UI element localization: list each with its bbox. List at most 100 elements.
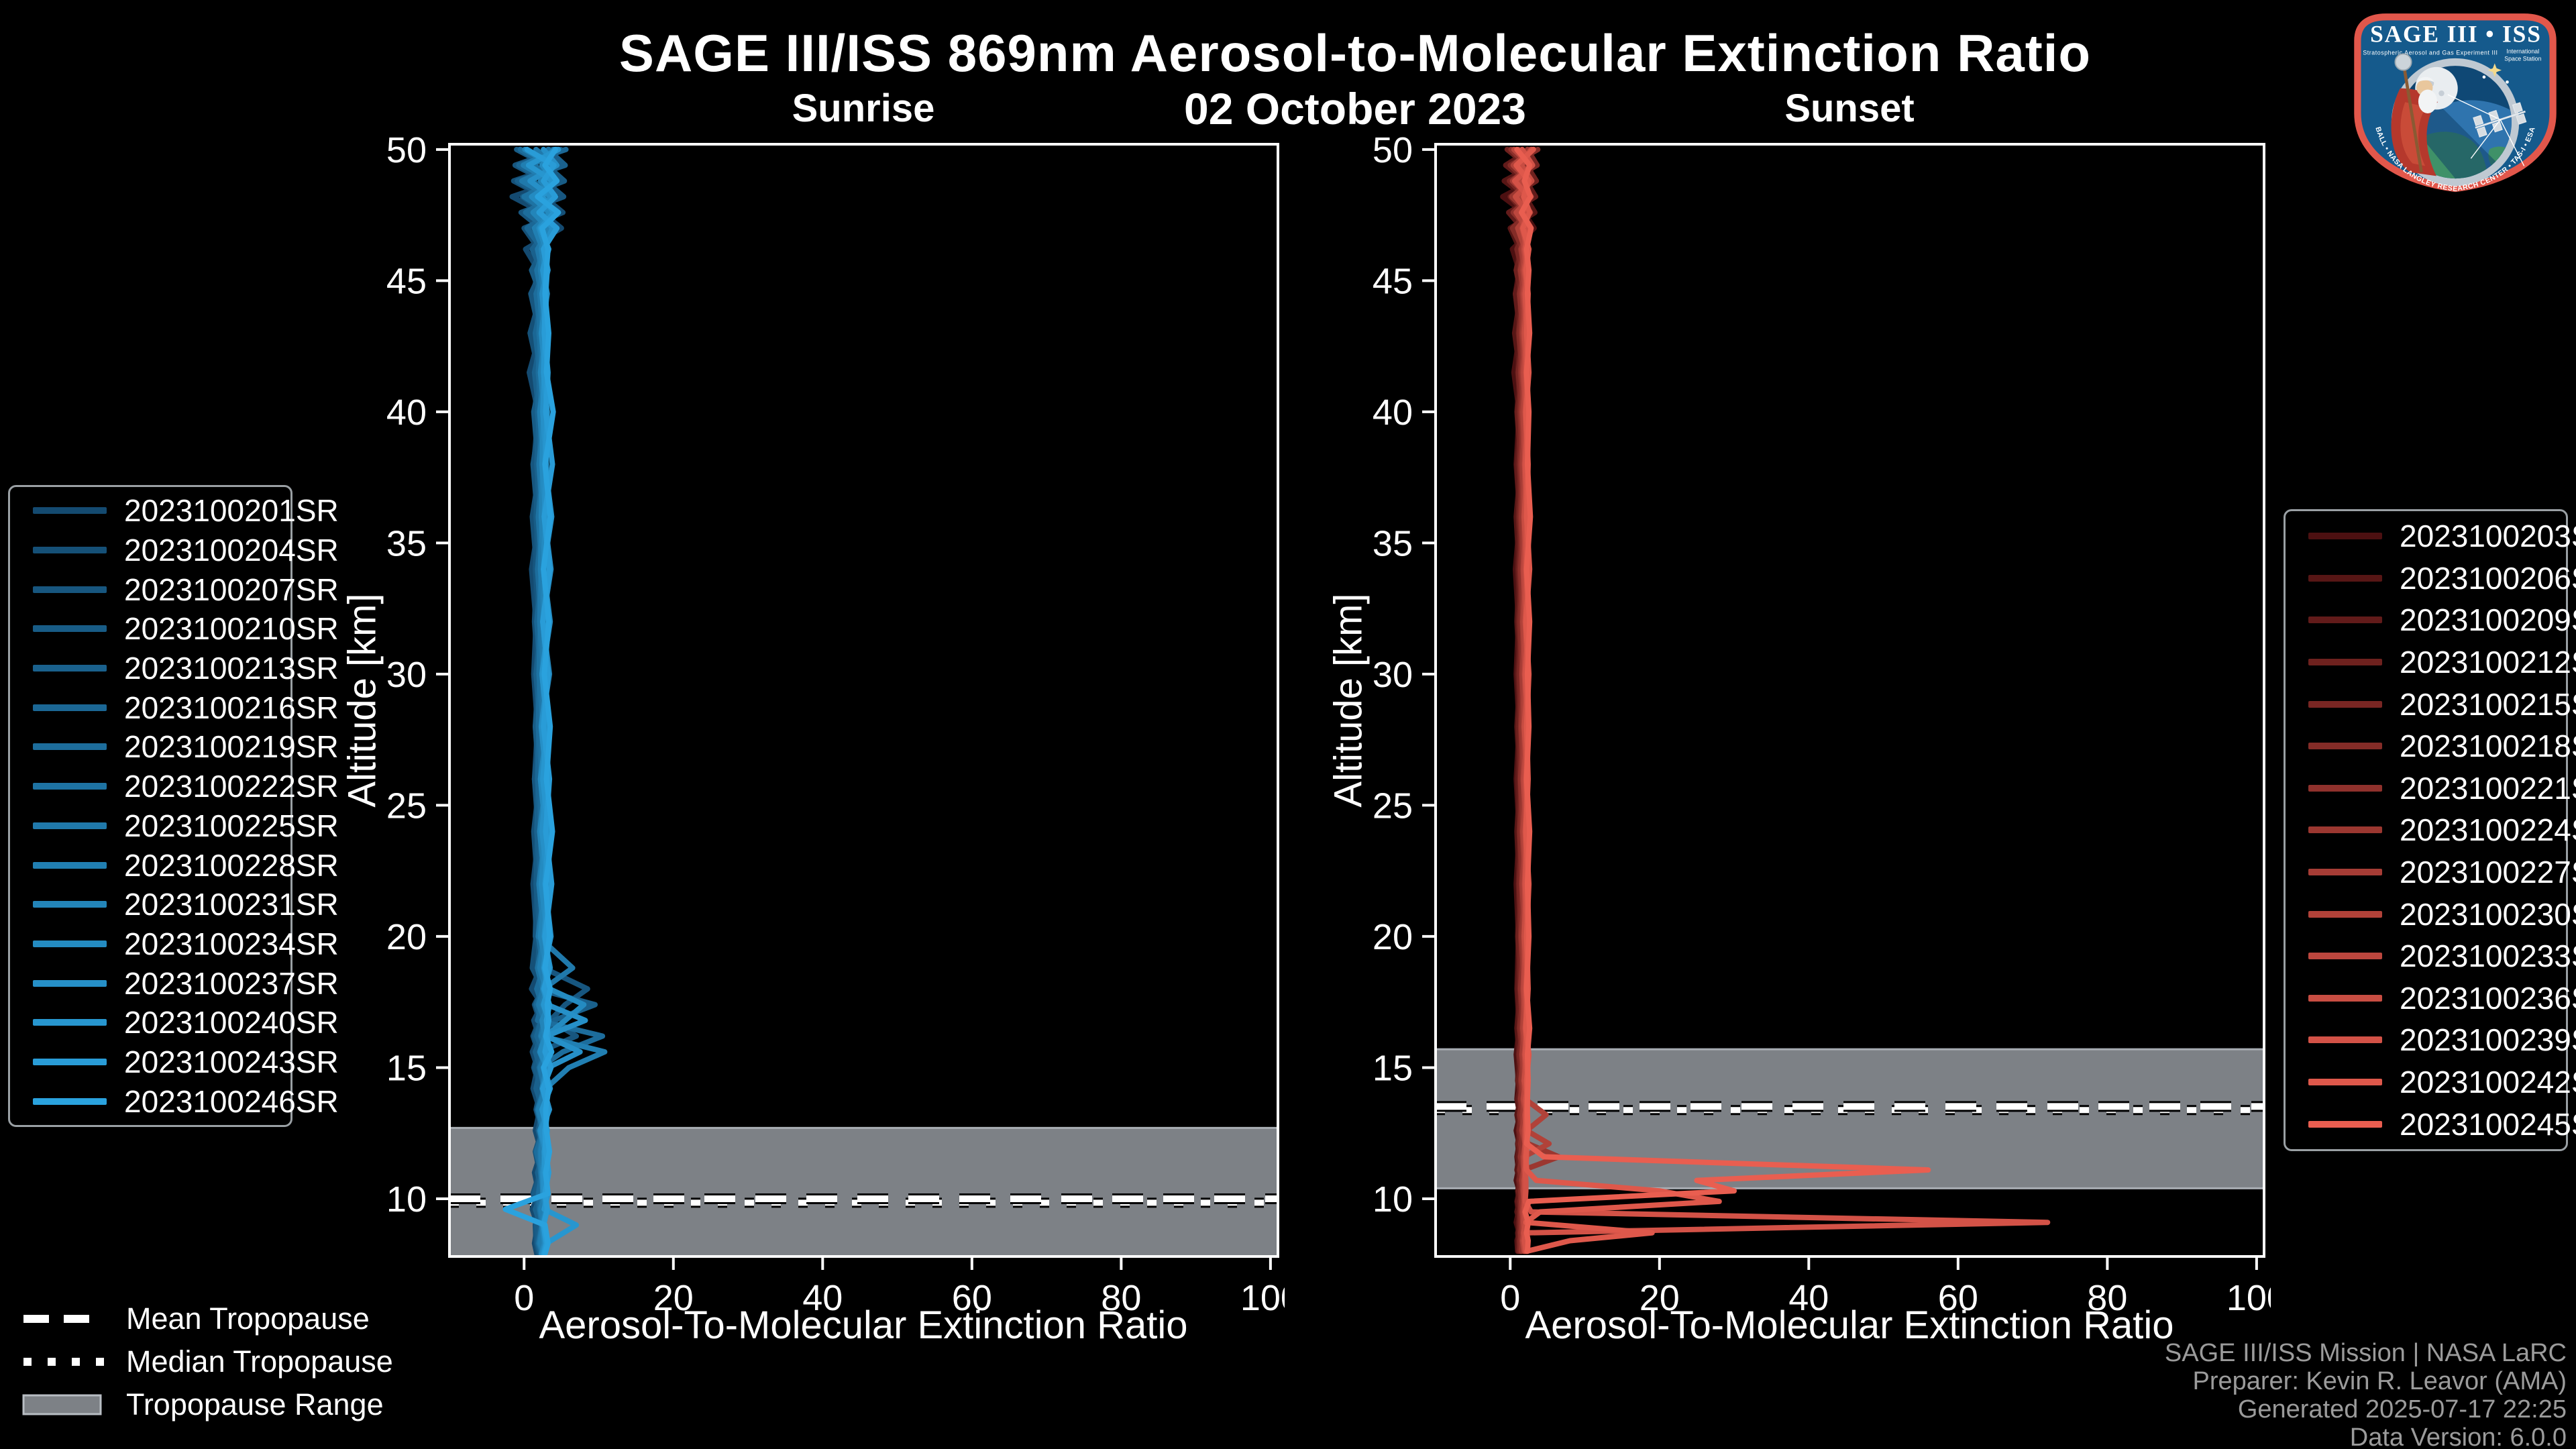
profile-line-2023100245SS: [1514, 146, 1931, 1254]
panel-title-sunset: Sunset: [1784, 87, 1915, 130]
profile-line-2023100246SR: [502, 146, 561, 1256]
star-icon: [2506, 80, 2509, 84]
y-tick-label: 25: [386, 786, 427, 826]
legend-item: 2023100222SR: [10, 768, 339, 804]
legend-label: 2023100242SS: [2400, 1065, 2576, 1100]
y-tick-label: 10: [386, 1179, 427, 1220]
legend-label: 2023100207SR: [124, 572, 339, 607]
legend-label: 2023100243SR: [124, 1044, 339, 1079]
star-icon: [2487, 63, 2502, 77]
y-tick-label: 45: [386, 261, 427, 301]
tropopause-legend: Mean Tropopause Median Tropopause Tropop…: [20, 1300, 393, 1424]
legend-label: 2023100239SS: [2400, 1022, 2576, 1058]
legend-mean-tropopause: Mean Tropopause: [20, 1300, 393, 1338]
dashed-line-icon: [23, 1315, 104, 1323]
range-swatch-icon: [22, 1394, 102, 1415]
y-tick-label: 15: [1373, 1048, 1413, 1088]
legend-swatch: [33, 783, 107, 790]
star-icon: [2482, 75, 2486, 79]
y-tick-label: 30: [1373, 655, 1413, 695]
legend-label: 2023100222SR: [124, 769, 339, 804]
x-tick-label: 100: [2226, 1278, 2271, 1318]
legend-item: 2023100207SR: [10, 572, 339, 608]
legend-label: 2023100201SR: [124, 493, 339, 529]
y-tick-label: 25: [1373, 786, 1413, 826]
legend-swatch: [2308, 659, 2382, 666]
legend-item: 2023100245SS: [2286, 1106, 2576, 1142]
legend-item: 2023100212SS: [2286, 644, 2576, 680]
legend-item: 2023100227SS: [2286, 854, 2576, 890]
panel-title-sunrise: Sunrise: [792, 87, 935, 130]
page-title: SAGE III/ISS 869nm Aerosol-to-Molecular …: [619, 23, 2092, 83]
legend-swatch: [2308, 1079, 2382, 1086]
legend-item: 2023100233SS: [2286, 938, 2576, 974]
legend-swatch: [33, 901, 107, 908]
legend-label: 2023100228SR: [124, 847, 339, 883]
legend-swatch: [2308, 533, 2382, 540]
legend-swatch: [33, 940, 107, 947]
legend-item: 2023100231SR: [10, 886, 339, 922]
x-tick-label: 80: [2087, 1278, 2127, 1318]
legend-label: 2023100233SS: [2400, 938, 2576, 974]
patch-subtitle-right-2: Space Station: [2504, 56, 2541, 62]
xlabel-sunrise: Aerosol-To-Molecular Extinction Ratio: [539, 1303, 1188, 1347]
y-tick-label: 50: [386, 130, 427, 170]
legend-label: 2023100224SS: [2400, 812, 2576, 848]
legend-item: 2023100210SR: [10, 610, 339, 647]
panel-svg-sunrise: 0 20 40 60 80 100 10 15 20 25 30 35 40 45 50: [386, 130, 1285, 1318]
sight-line: [2447, 94, 2501, 120]
legend-swatch: [33, 704, 107, 711]
x-tick-label: 20: [1640, 1278, 1680, 1318]
legend-label: 2023100219SR: [124, 729, 339, 765]
legend-item: 2023100240SR: [10, 1004, 339, 1040]
xlabel-sunset: Aerosol-To-Molecular Extinction Ratio: [1525, 1303, 2174, 1347]
legend-label: 2023100206SS: [2400, 560, 2576, 596]
legend-swatch: [33, 822, 107, 829]
legend-swatch: [2308, 994, 2382, 1002]
legend-swatch: [2308, 910, 2382, 918]
x-tick-label: 40: [802, 1278, 843, 1318]
legend-swatch: [33, 1019, 107, 1026]
y-tick-label: 40: [386, 392, 427, 433]
y-tick-label: 30: [386, 655, 427, 695]
y-tick-label: 35: [1373, 523, 1413, 564]
x-tick-label: 60: [952, 1278, 992, 1318]
mission-patch-logo: SAGE III • ISS Stratospheric Aerosol and…: [2354, 13, 2557, 193]
legend-sunset: 2023100203SS 2023100206SS 2023100209SS 2023…: [2284, 509, 2576, 1151]
legend-swatch: [2308, 616, 2382, 624]
legend-label: 2023100234SR: [124, 926, 339, 961]
x-tick-label: 80: [1101, 1278, 1141, 1318]
x-tick-label: 20: [653, 1278, 694, 1318]
footer-line-preparer: Preparer: Kevin R. Leavor (AMA): [2192, 1367, 2567, 1395]
legend-swatch: [33, 743, 107, 751]
legend-label: 2023100204SR: [124, 533, 339, 568]
legend-label: 2023100216SR: [124, 690, 339, 725]
y-tick-label: 50: [1373, 130, 1413, 170]
legend-swatch: [33, 665, 107, 672]
legend-item: 2023100221SS: [2286, 770, 2576, 806]
legend-swatch: [33, 1097, 107, 1105]
profile-line-2023100213SR: [515, 146, 598, 1256]
legend-label: 2023100245SS: [2400, 1106, 2576, 1142]
legend-swatch: [2308, 826, 2382, 834]
legend-label: 2023100203SS: [2400, 519, 2576, 554]
legend-median-tropopause: Median Tropopause: [20, 1343, 393, 1381]
footer-line-mission: SAGE III/ISS Mission | NASA LaRC: [2164, 1339, 2567, 1367]
legend-item: 2023100234SR: [10, 926, 339, 962]
legend-swatch: [2308, 1036, 2382, 1044]
panel-svg-sunset: 0 20 40 60 80 100 10 15 20 25 30 35 40 45 50: [1373, 130, 2271, 1318]
legend-label: 2023100230SS: [2400, 896, 2576, 932]
legend-label: 2023100240SR: [124, 1005, 339, 1040]
y-tick-label: 10: [1373, 1179, 1413, 1220]
legend-item: 2023100201SR: [10, 492, 339, 529]
legend-swatch: [2308, 869, 2382, 876]
legend-item: 2023100215SS: [2286, 686, 2576, 722]
y-tick-label: 35: [386, 523, 427, 564]
legend-item: 2023100206SS: [2286, 560, 2576, 596]
legend-label: 2023100215SS: [2400, 686, 2576, 722]
plot-border: [448, 143, 1279, 1258]
tropopause-range-band: [449, 1128, 1278, 1256]
legend-swatch: [2308, 784, 2382, 792]
legend-item: 2023100219SR: [10, 729, 339, 765]
legend-label: 2023100209SS: [2400, 602, 2576, 638]
